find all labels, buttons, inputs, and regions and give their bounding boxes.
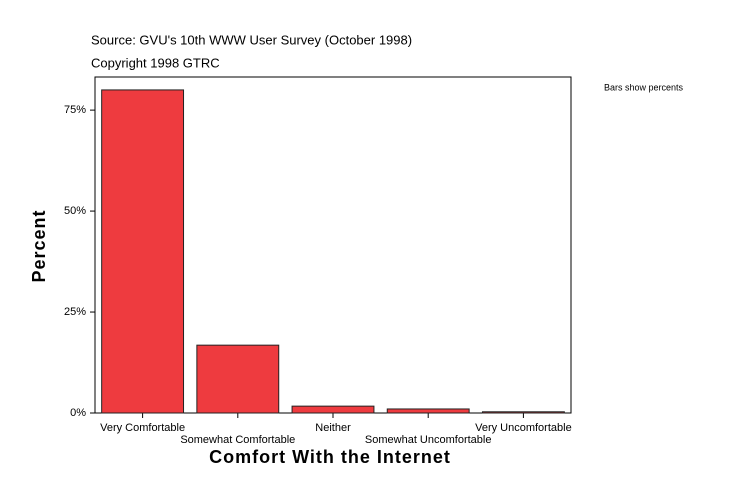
bar [196, 344, 280, 414]
x-tick-label: Very Uncomfortable [475, 422, 572, 434]
bar [101, 89, 185, 414]
chart-subtitle: Source: GVU's 10th WWW User Survey (Octo… [91, 32, 412, 47]
y-tick-label: 25% [64, 306, 86, 318]
chart-note: Bars show percents [604, 82, 684, 92]
y-axis-title: Percent [29, 209, 49, 282]
y-tick-label: 0% [70, 407, 86, 419]
chart-copyright: Copyright 1998 GTRC [91, 55, 220, 70]
y-tick-label: 75% [64, 104, 86, 116]
x-axis-title: Comfort With the Internet [209, 447, 451, 467]
y-tick-label: 50% [64, 205, 86, 217]
bar [481, 411, 565, 414]
x-tick-label: Very Comfortable [100, 422, 185, 434]
x-tick-label: Somewhat Uncomfortable [365, 434, 492, 446]
bar [386, 408, 470, 414]
bar [291, 405, 375, 414]
x-tick-label: Neither [315, 422, 351, 434]
x-tick-label: Somewhat Comfortable [180, 434, 295, 446]
